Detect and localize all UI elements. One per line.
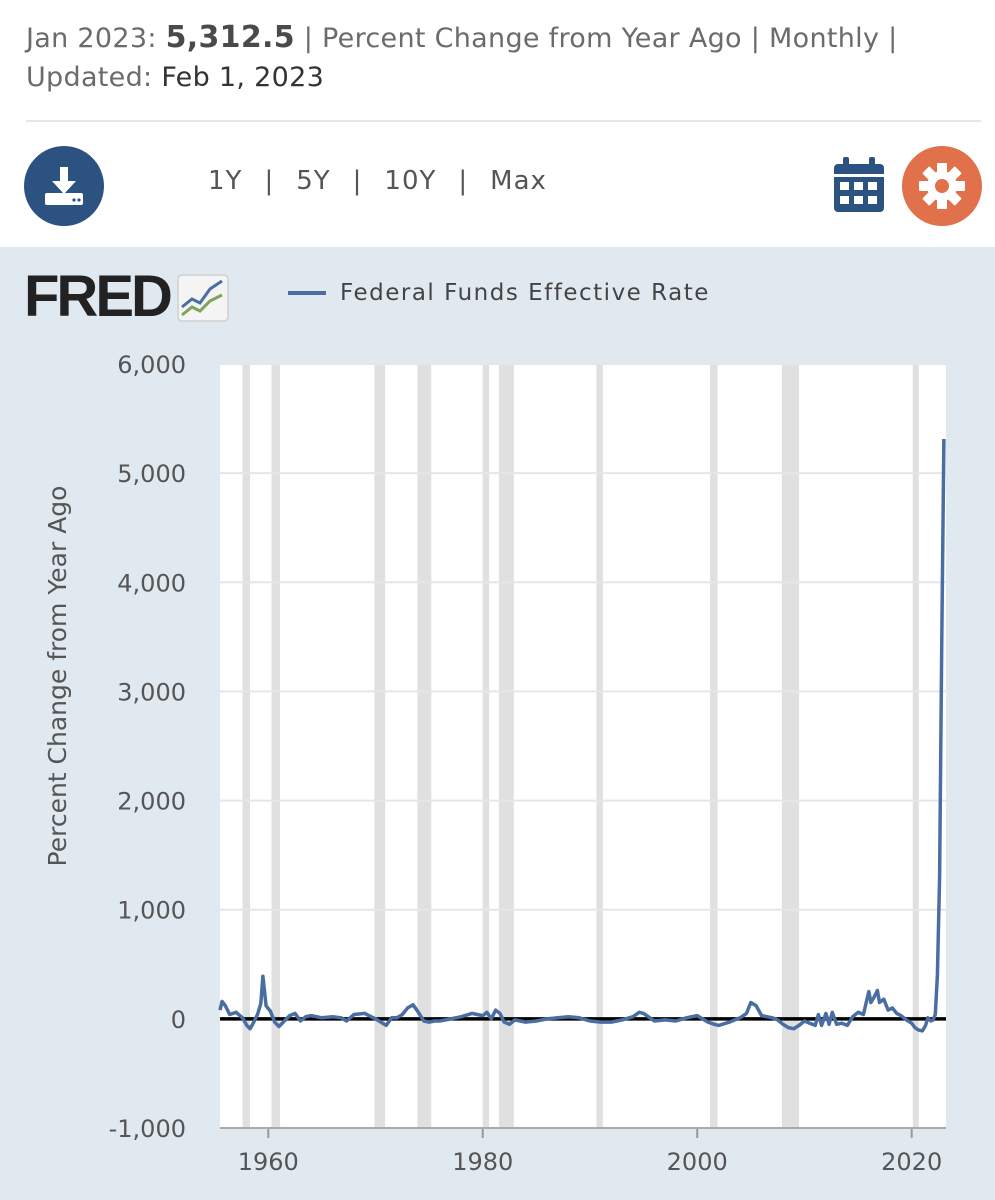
gear-icon bbox=[919, 163, 965, 209]
recession-band bbox=[417, 364, 432, 1128]
plot-background bbox=[220, 364, 946, 1128]
y-tick-label: 1,000 bbox=[117, 897, 186, 925]
y-tick-label: 2,000 bbox=[117, 788, 186, 816]
observation-date: Jan 2023: bbox=[26, 23, 157, 54]
recession-band bbox=[242, 364, 251, 1128]
y-tick-label: 4,000 bbox=[117, 569, 186, 597]
recession-band bbox=[271, 364, 281, 1128]
range-separator: | bbox=[458, 166, 469, 196]
divider bbox=[26, 120, 981, 122]
download-icon bbox=[45, 167, 83, 205]
y-tick-label: 6,000 bbox=[117, 351, 186, 379]
download-button[interactable] bbox=[24, 146, 104, 226]
range-separator: | bbox=[264, 166, 275, 196]
range-separator: | bbox=[352, 166, 363, 196]
updated-date: Feb 1, 2023 bbox=[161, 62, 325, 93]
units-frequency: | Percent Change from Year Ago | Monthly… bbox=[303, 23, 898, 54]
range-10y[interactable]: 10Y bbox=[384, 166, 437, 196]
x-tick-label: 1980 bbox=[452, 1148, 513, 1176]
recession-band bbox=[710, 364, 718, 1128]
recession-band bbox=[482, 364, 490, 1128]
range-5y[interactable]: 5Y bbox=[296, 166, 331, 196]
recession-band bbox=[498, 364, 514, 1128]
calendar-button[interactable] bbox=[832, 156, 886, 214]
y-tick-label: -1,000 bbox=[109, 1115, 186, 1143]
chart-legend: Federal Funds Effective Rate bbox=[288, 280, 710, 306]
legend-line bbox=[288, 291, 326, 295]
x-tick-label: 2000 bbox=[667, 1148, 728, 1176]
recession-band bbox=[374, 364, 386, 1128]
fred-chart-icon bbox=[177, 274, 229, 322]
fred-logo: FRED bbox=[24, 268, 232, 326]
y-tick-label: 0 bbox=[171, 1006, 186, 1034]
calendar-icon bbox=[834, 157, 884, 212]
range-max[interactable]: Max bbox=[490, 166, 547, 196]
date-range-selector: 1Y | 5Y | 10Y | Max bbox=[208, 166, 547, 196]
observation-value: 5,312.5 bbox=[165, 20, 295, 55]
range-1y[interactable]: 1Y bbox=[208, 166, 243, 196]
x-tick-label: 2020 bbox=[881, 1148, 942, 1176]
recession-band bbox=[596, 364, 603, 1128]
y-tick-label: 5,000 bbox=[117, 460, 186, 488]
updated-label: Updated: bbox=[26, 62, 153, 93]
y-axis-label: Percent Change from Year Ago bbox=[43, 486, 72, 867]
legend-label: Federal Funds Effective Rate bbox=[340, 280, 710, 306]
recession-band bbox=[781, 364, 800, 1128]
fred-logo-text: FRED bbox=[24, 264, 173, 329]
settings-button[interactable] bbox=[902, 146, 982, 226]
series-line bbox=[218, 438, 946, 1033]
x-tick-label: 1960 bbox=[238, 1148, 299, 1176]
recession-band bbox=[912, 364, 919, 1128]
series-info: Jan 2023: 5,312.5 | Percent Change from … bbox=[26, 18, 966, 97]
header: Jan 2023: 5,312.5 | Percent Change from … bbox=[0, 0, 995, 245]
y-tick-label: 3,000 bbox=[117, 678, 186, 706]
